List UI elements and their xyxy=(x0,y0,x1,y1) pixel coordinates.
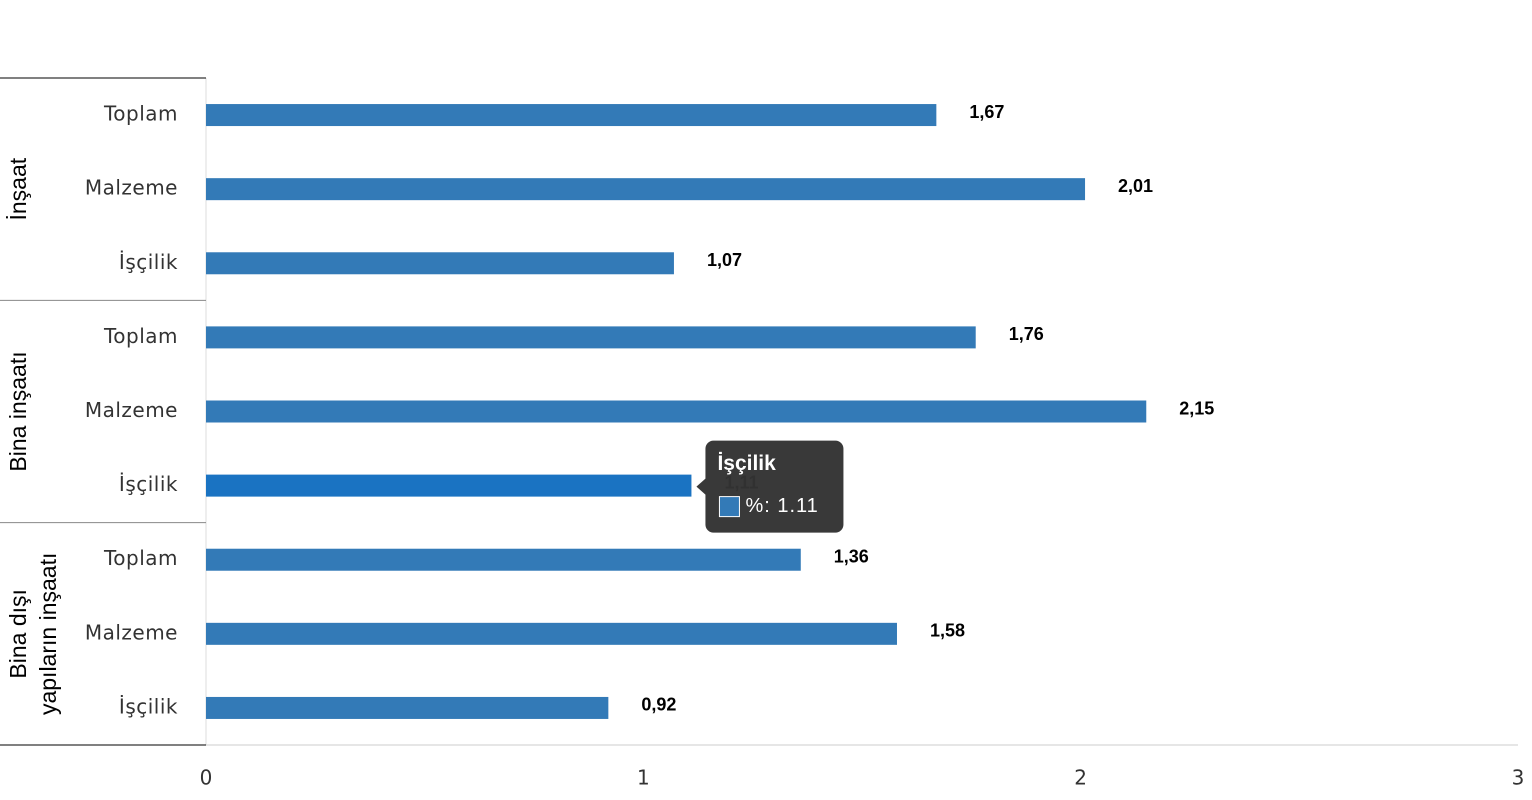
value-label: 0,92 xyxy=(641,695,676,715)
bar xyxy=(206,622,897,645)
x-tick-label: 1 xyxy=(637,766,650,790)
x-tick-label: 3 xyxy=(1512,766,1525,790)
x-tick-label: 0 xyxy=(200,766,213,790)
category-label: Malzeme xyxy=(85,620,178,644)
value-label: 1,76 xyxy=(1009,324,1044,344)
value-label: 1,36 xyxy=(834,546,869,566)
bar xyxy=(206,104,937,127)
value-label: 1,58 xyxy=(930,621,965,641)
group-label: Bina dışı yapıların inşaatı xyxy=(5,553,61,715)
x-tick-label: 2 xyxy=(1074,766,1087,790)
category-label: Toplam xyxy=(103,546,178,570)
category-label: İşçilik xyxy=(119,694,178,718)
bar xyxy=(206,400,1147,423)
group-label-line: yapıların inşaatı xyxy=(35,553,61,715)
category-label: Toplam xyxy=(103,102,178,126)
bar xyxy=(206,326,976,349)
bar xyxy=(206,474,692,497)
tooltip-title: İşçilik xyxy=(717,452,776,475)
category-label: Toplam xyxy=(103,324,178,348)
group-label-line: Bina inşaatı xyxy=(5,351,31,471)
category-label: İşçilik xyxy=(119,250,178,274)
tooltip: İşçilik %: 1.11 xyxy=(696,440,844,533)
bar xyxy=(206,252,674,275)
category-label: Malzeme xyxy=(85,398,178,422)
value-label: 1,67 xyxy=(969,102,1004,122)
bar xyxy=(206,548,801,571)
group-label-line: İnşaat xyxy=(5,157,31,220)
tooltip-label: %: 1.11 xyxy=(745,495,818,517)
category-label: Malzeme xyxy=(85,176,178,200)
group-label-line: Bina dışı xyxy=(5,589,31,679)
group-label: İnşaat xyxy=(5,157,31,220)
value-label: 2,01 xyxy=(1118,176,1153,196)
bar xyxy=(206,696,609,719)
tooltip-swatch xyxy=(718,496,740,518)
value-label: 2,15 xyxy=(1179,398,1214,418)
category-label: İşçilik xyxy=(119,472,178,496)
bar xyxy=(206,178,1086,201)
group-label: Bina inşaatı xyxy=(5,351,31,471)
value-label: 1,07 xyxy=(707,250,742,270)
